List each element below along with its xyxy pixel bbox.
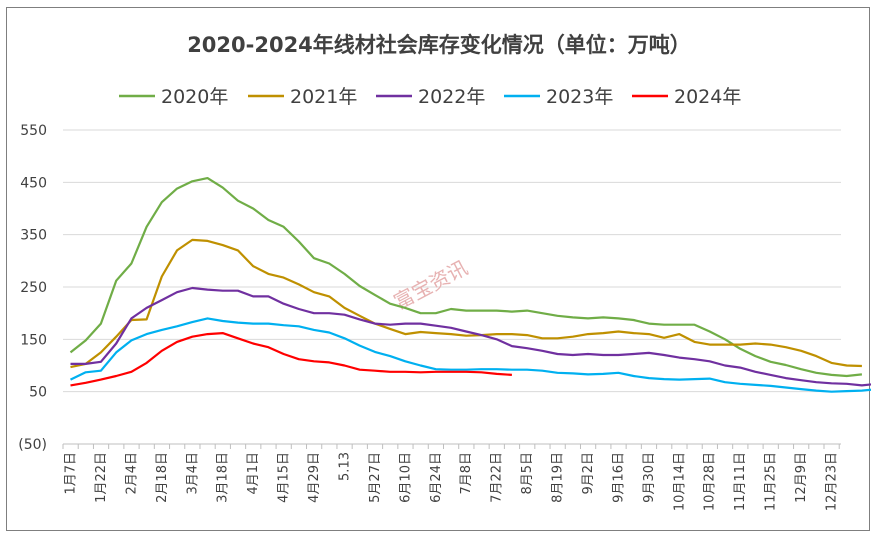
y-tick-label: 450 <box>20 175 47 191</box>
x-tick-label: 4月15日 <box>277 452 292 503</box>
line-chart: 2020-2024年线材社会库存变化情况（单位：万吨） 富宝资讯 550 450 3… <box>18 33 871 511</box>
x-tick-label: 2月18日 <box>155 452 170 503</box>
series-line-2022年 <box>70 286 871 387</box>
x-tick-label: 6月10日 <box>398 452 413 503</box>
x-tick-label: 10月28日 <box>703 452 718 511</box>
y-tick-label: 150 <box>20 332 47 348</box>
x-tick-label: 12月23日 <box>825 452 840 511</box>
x-tick-label: 8月5日 <box>520 452 535 495</box>
y-tick-label: 550 <box>20 123 47 139</box>
x-tick-label: 9月30日 <box>642 452 657 503</box>
x-tick-label: 11月11日 <box>733 452 748 511</box>
x-tick-label: 8月19日 <box>551 452 566 503</box>
legend: 2020年 2021年 2022年 2023年 2024年 <box>119 86 741 108</box>
legend-label: 2022年 <box>418 86 485 108</box>
x-tick-label: 9月16日 <box>611 452 626 503</box>
x-tick-label: 4月1日 <box>246 452 261 495</box>
x-tick-label: 6月24日 <box>429 452 444 503</box>
chart-title: 2020-2024年线材社会库存变化情况（单位：万吨） <box>187 33 691 57</box>
x-tick-labels: 1月7日 1月22日 2月4日 2月18日 3月4日 3月18日 4月1日 4月15日 4月29… <box>64 452 840 511</box>
x-tick-label: 7月22日 <box>490 452 505 503</box>
x-tick-label: 5月27日 <box>368 452 383 503</box>
legend-label: 2021年 <box>290 86 357 108</box>
x-tick-label: 5.13 <box>337 452 352 481</box>
legend-label: 2020年 <box>161 86 228 108</box>
y-tick-labels: 550 450 350 250 150 50 (50) <box>18 123 47 453</box>
x-tick-label: 1月7日 <box>64 452 79 495</box>
series-line-2021年 <box>70 238 862 369</box>
y-tick-label: 50 <box>29 385 47 401</box>
x-tick-label: 9月2日 <box>581 452 596 495</box>
chart-frame: 2020-2024年线材社会库存变化情况（单位：万吨） 富宝资讯 550 450 3… <box>6 7 871 531</box>
series-line-2024年 <box>70 332 512 387</box>
y-tick-label: (50) <box>18 437 47 453</box>
axes <box>62 443 841 449</box>
x-tick-label: 7月8日 <box>459 452 474 495</box>
x-tick-label: 1月22日 <box>94 452 109 503</box>
series-line-2023年 <box>70 317 871 393</box>
series-line-2020年 <box>69 177 863 378</box>
y-tick-label: 350 <box>20 228 47 244</box>
legend-label: 2024年 <box>674 86 741 108</box>
x-tick-label: 2月4日 <box>124 452 139 495</box>
y-tick-label: 250 <box>20 280 47 296</box>
x-tick-label: 10月14日 <box>672 452 687 511</box>
x-tick-label: 11月25日 <box>764 452 779 511</box>
x-tick-label: 4月29日 <box>307 452 322 503</box>
watermark-text: 富宝资讯 <box>390 255 472 314</box>
x-tick-label: 12月9日 <box>794 452 809 503</box>
legend-label: 2023年 <box>546 86 613 108</box>
x-tick-label: 3月18日 <box>216 452 231 503</box>
x-tick-label: 3月4日 <box>185 452 200 495</box>
series-lines <box>69 177 871 393</box>
